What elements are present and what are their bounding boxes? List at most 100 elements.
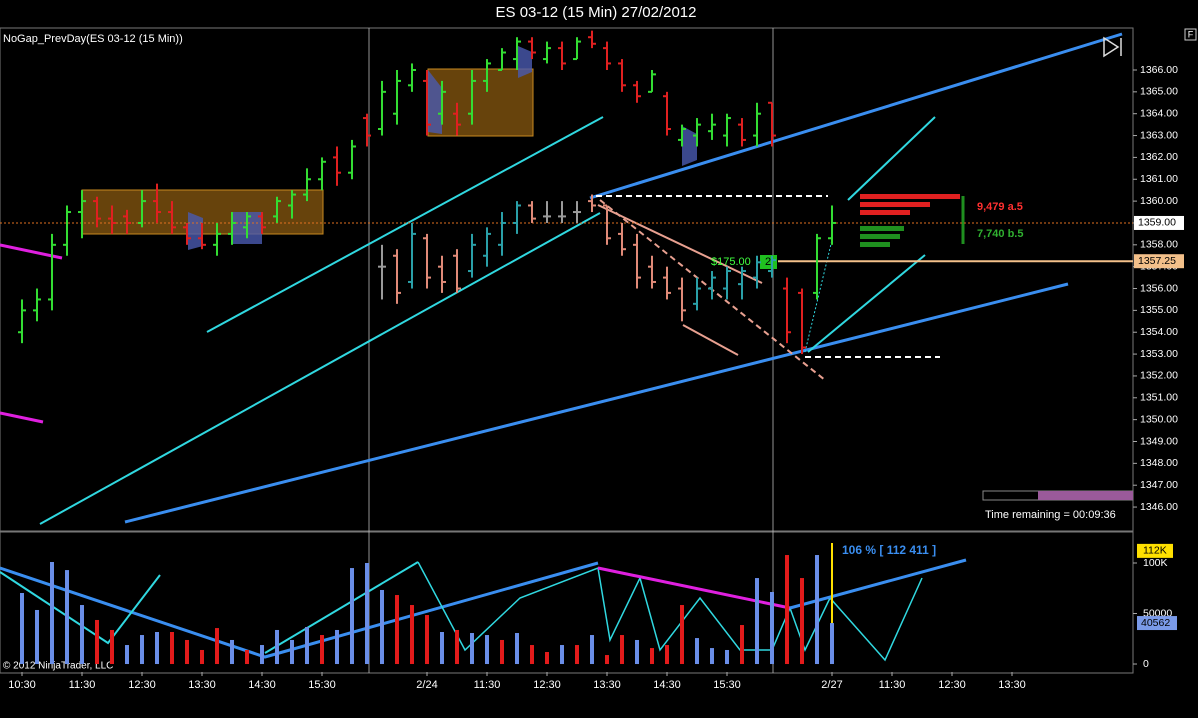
y-tick-label: 1356.00: [1140, 282, 1178, 294]
y-tick-label: 1351.00: [1140, 392, 1178, 404]
order-price-label: 1357.25: [1138, 255, 1176, 267]
channel-line: [597, 204, 763, 284]
volume-trend: [417, 561, 923, 662]
volume-bar: [290, 639, 294, 665]
volume-bar: [20, 593, 24, 665]
volume-bar: [650, 648, 654, 665]
volume-bar: [395, 595, 399, 665]
trend-line: [589, 32, 1123, 200]
volume-trend: [789, 558, 967, 610]
x-tick-label: 2/24: [416, 679, 437, 691]
volume-bar: [455, 629, 459, 665]
volume-bar: [245, 649, 249, 665]
trend-line: [847, 116, 936, 201]
y-tick-label: 1364.00: [1140, 107, 1178, 119]
volume-panel: [0, 531, 1134, 674]
volume-bar: [335, 629, 339, 665]
x-tick-label: 14:30: [248, 679, 276, 691]
indicator-label: NoGap_PrevDay(ES 03-12 (15 Min)): [3, 33, 183, 45]
volume-y-tick-label: 0: [1143, 658, 1149, 670]
volume-bar: [725, 649, 729, 665]
x-tick-label: 11:30: [69, 679, 96, 691]
shape: [188, 212, 203, 250]
volume-bar: [740, 625, 744, 665]
volume-tag: [1137, 543, 1173, 558]
volume-last-tag: [1137, 616, 1177, 631]
volume-bar: [260, 645, 264, 665]
volume-bar: [755, 578, 759, 665]
volume-bar: [425, 615, 429, 665]
dom-bar: [860, 202, 930, 207]
channel-line: [682, 324, 739, 356]
y-tick-label: 1352.00: [1140, 370, 1178, 382]
volume-bar: [560, 645, 564, 665]
button-label: F: [1188, 29, 1194, 39]
x-tick-label: 13:30: [998, 679, 1026, 691]
y-tick-label: 1350.00: [1140, 413, 1178, 425]
x-tick-label: 15:30: [308, 679, 336, 691]
y-tick-label: 1363.00: [1140, 129, 1178, 141]
volume-bar: [410, 605, 414, 665]
volume-bar: [380, 589, 384, 665]
volume-bar: [470, 633, 474, 665]
volume-bar: [500, 639, 504, 665]
volume-annotation: 106 % [ 112 411 ]: [842, 543, 936, 557]
volume-bar: [200, 649, 204, 665]
y-tick-label: 1354.00: [1140, 326, 1178, 338]
y-tick-label: 1353.00: [1140, 348, 1178, 360]
scroll-icon[interactable]: [1103, 36, 1122, 58]
order-qty: 2: [765, 256, 771, 268]
volume-bar: [365, 563, 369, 665]
volume-bar: [140, 635, 144, 665]
volume-bar: [605, 655, 609, 665]
volume-bar: [785, 555, 789, 665]
volume-bar: [665, 645, 669, 665]
trend-line: [807, 254, 926, 353]
volume-bar: [530, 645, 534, 665]
progress-fill: [1038, 491, 1133, 500]
y-tick-label: 1346.00: [1140, 501, 1178, 513]
x-tick-label: 12:30: [938, 679, 966, 691]
y-tick-label: 1355.00: [1140, 304, 1178, 316]
order-tag: [1134, 254, 1184, 269]
volume-y-tick-label: 100K: [1143, 557, 1168, 569]
volume-bar: [635, 639, 639, 665]
dom-bar: [860, 210, 910, 215]
x-tick-label: 13:30: [188, 679, 216, 691]
volume-last-label: 40562: [1141, 617, 1170, 629]
last-price-tag: [1134, 215, 1184, 230]
volume-bar: [350, 568, 354, 665]
volume-trend: [0, 561, 599, 659]
zone-box: [427, 68, 534, 137]
x-tick-label: 15:30: [713, 679, 741, 691]
trend-line: [206, 116, 604, 333]
x-tick-label: 13:30: [593, 679, 621, 691]
dom-ask: 9,479 a.5: [977, 201, 1023, 213]
volume-bar: [185, 639, 189, 665]
volume-bar: [50, 561, 54, 665]
chart-title: ES 03-12 (15 Min) 27/02/2012: [496, 4, 697, 21]
volume-bar: [620, 635, 624, 665]
volume-trend: [264, 561, 419, 654]
time-remaining: Time remaining = 00:09:36: [985, 509, 1116, 521]
dom-bar: [860, 234, 900, 239]
volume-bar: [485, 635, 489, 665]
trend-line: [124, 282, 1069, 524]
prev-day-line: [0, 411, 44, 424]
y-tick-label: 1362.00: [1140, 151, 1178, 163]
volume-tag-label: 112K: [1143, 545, 1167, 557]
y-tick-label: 1348.00: [1140, 457, 1178, 469]
volume-trend: [0, 571, 161, 645]
volume-bar: [95, 619, 99, 665]
x-tick-label: 11:30: [879, 679, 906, 691]
last-price-label: 1359.00: [1138, 217, 1176, 229]
button[interactable]: [1184, 28, 1197, 41]
volume-bar: [800, 578, 804, 665]
dom-bar: [860, 194, 960, 199]
volume-bar: [770, 591, 774, 665]
copyright: © 2012 NinjaTrader, LLC: [3, 661, 113, 672]
x-tick-label: 2/27: [821, 679, 842, 691]
y-tick-label: 1366.00: [1140, 64, 1178, 76]
dom-bar: [860, 226, 904, 231]
